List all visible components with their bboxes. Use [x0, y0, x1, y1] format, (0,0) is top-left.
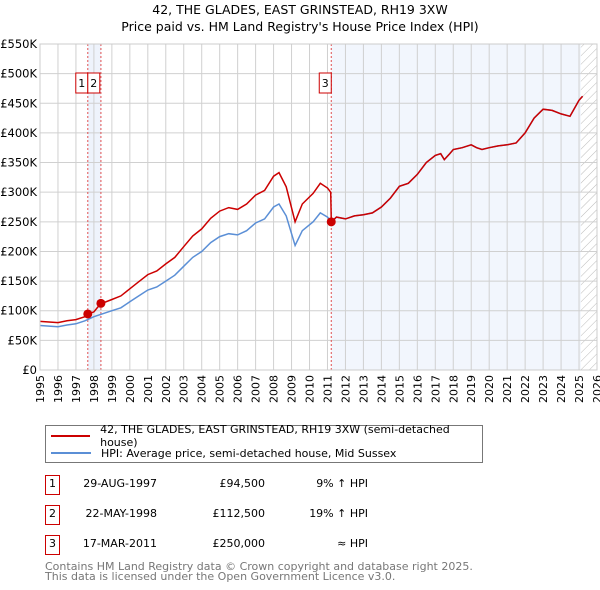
x-tick-label: 2004 — [196, 375, 209, 403]
x-tick-label: 2008 — [268, 375, 281, 403]
plot-frame — [39, 43, 598, 371]
y-tick-label: £200K — [0, 244, 37, 258]
x-tick-label: 2012 — [339, 375, 352, 403]
x-tick-label: 2011 — [321, 375, 334, 403]
x-tick-label: 2025 — [573, 375, 586, 403]
sale-label-box — [87, 72, 101, 94]
sale-marker — [83, 309, 93, 319]
y-tick-label: £50K — [8, 333, 38, 347]
transaction-date: 17-MAR-2011 — [82, 537, 157, 550]
transaction-marker: 2 — [45, 505, 60, 525]
ownership-shade — [331, 44, 581, 370]
y-tick-label: £550K — [0, 37, 37, 51]
x-tick-label: 2022 — [519, 375, 532, 403]
y-tick-label: £150K — [0, 274, 37, 288]
x-tick-label: 1999 — [106, 375, 119, 403]
x-tick-label: 2026 — [591, 375, 600, 403]
property-price-line — [39, 95, 584, 324]
x-tick-label: 2000 — [124, 375, 137, 403]
x-tick-label: 2005 — [214, 375, 227, 403]
chart-subtitle: Price paid vs. HM Land Registry's House … — [121, 19, 479, 34]
legend-item-property: 42, THE GLADES, EAST GRINSTEAD, RH19 3XW… — [51, 423, 482, 449]
sale-label: 2 — [90, 77, 97, 90]
x-tick-label: 2019 — [465, 375, 478, 403]
x-tick-label: 2014 — [375, 375, 388, 403]
transaction-price: £250,000 — [212, 537, 266, 550]
footer-copyright: Contains HM Land Registry data © Crown c… — [45, 560, 473, 573]
chart-legend: 42, THE GLADES, EAST GRINSTEAD, RH19 3XW… — [45, 423, 483, 463]
x-tick-label: 2006 — [232, 375, 245, 403]
y-tick-label: £350K — [0, 156, 37, 170]
sale-marker — [326, 217, 336, 227]
x-tick-label: 2013 — [357, 375, 370, 403]
chart-title: 42, THE GLADES, EAST GRINSTEAD, RH19 3XW — [152, 2, 448, 17]
y-tick-label: £250K — [0, 215, 37, 229]
x-tick-label: 2009 — [286, 375, 299, 403]
x-tick-label: 1998 — [88, 375, 101, 403]
transaction-vs-hpi: 19% ↑ HPI — [309, 507, 368, 520]
transaction-price: £112,500 — [212, 507, 266, 520]
x-tick-label: 2021 — [501, 375, 514, 403]
transaction-price: £94,500 — [219, 477, 266, 490]
x-tick-label: 2016 — [411, 375, 424, 403]
legend-label-hpi: HPI: Average price, semi-detached house,… — [101, 446, 397, 460]
y-tick-label: £300K — [0, 185, 37, 199]
forecast-hatch — [580, 44, 597, 370]
transaction-vs-hpi: ≈ HPI — [337, 537, 368, 550]
x-tick-label: 2001 — [142, 375, 155, 403]
y-tick-label: £0 — [22, 363, 37, 377]
x-tick-label: 2020 — [483, 375, 496, 403]
x-tick-label: 2018 — [447, 375, 460, 403]
x-tick-label: 2002 — [160, 375, 173, 403]
x-tick-label: 1996 — [52, 375, 65, 403]
x-tick-label: 1995 — [34, 375, 47, 403]
x-tick-label: 2010 — [304, 375, 317, 403]
price-chart: 1 2 3 1995 1996 1997 1998 1999 2000 2001 2002 2003 2… — [0, 37, 600, 403]
x-tick-label: 2015 — [393, 375, 406, 403]
transaction-date: 22-MAY-1998 — [85, 507, 157, 520]
x-tick-label: 2003 — [178, 375, 191, 403]
transaction-marker: 3 — [45, 535, 60, 555]
sale-marker — [96, 298, 106, 308]
sale-label: 3 — [322, 77, 329, 90]
legend-item-hpi: HPI: Average price, semi-detached house,… — [51, 445, 396, 461]
x-tick-label: 1997 — [70, 375, 83, 403]
y-tick-label: £450K — [0, 96, 37, 110]
transaction-marker: 1 — [45, 475, 60, 495]
y-tick-label: £500K — [0, 67, 37, 81]
legend-label-property: 42, THE GLADES, EAST GRINSTEAD, RH19 3XW… — [100, 423, 450, 449]
sale-label-box — [318, 72, 332, 94]
sale-label: 1 — [78, 77, 85, 90]
footer-licence: This data is licensed under the Open Gov… — [45, 570, 396, 583]
transaction-vs-hpi: 9% ↑ HPI — [316, 477, 368, 490]
x-tick-label: 2023 — [537, 375, 550, 403]
legend-swatch-blue — [51, 452, 91, 454]
x-tick-label: 2024 — [555, 375, 568, 403]
legend-swatch-red — [51, 435, 91, 437]
x-tick-label: 2007 — [250, 375, 263, 403]
y-tick-label: £100K — [0, 304, 37, 318]
x-tick-label: 2017 — [429, 375, 442, 403]
transaction-date: 29-AUG-1997 — [83, 477, 157, 490]
y-tick-label: £400K — [0, 126, 37, 140]
